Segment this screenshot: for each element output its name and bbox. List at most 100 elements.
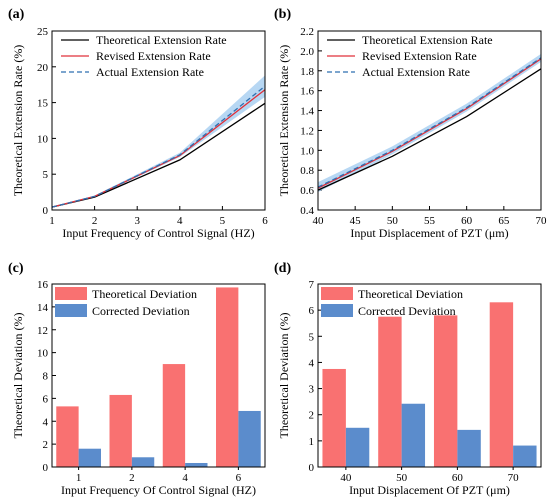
y-axis-label: Theoretical Extension Rate (%) bbox=[11, 45, 25, 197]
y-tick-label: 0.4 bbox=[300, 205, 314, 217]
y-tick-label: 2.0 bbox=[300, 46, 314, 58]
y-tick-label: 0.6 bbox=[300, 185, 314, 197]
bar-corrected bbox=[78, 448, 101, 467]
bar-theoretical bbox=[378, 316, 402, 467]
y-tick-label: 3 bbox=[309, 384, 315, 396]
x-tick-label: 4 bbox=[177, 215, 183, 227]
x-tick-label: 6 bbox=[262, 215, 268, 227]
panel-label: (c) bbox=[8, 261, 24, 276]
x-tick-label: 60 bbox=[461, 215, 473, 227]
panel-label: (a) bbox=[8, 7, 25, 22]
y-tick-label: 20 bbox=[37, 62, 49, 74]
plot-frame bbox=[51, 30, 266, 211]
x-tick-label: 50 bbox=[396, 472, 408, 484]
panel-b: (b) 0.4 0.6 0.8 1.0 1.2 1.4 1.6 1.8 2.0 2.2 Theoret… bbox=[274, 7, 547, 240]
y-tick-label: 1.6 bbox=[300, 86, 314, 98]
legend-label: Theoretical Deviation bbox=[92, 287, 197, 301]
x-axis-label: Input Frequency of Control Signal (HZ) bbox=[62, 226, 254, 240]
plot-frame bbox=[317, 283, 542, 468]
x-tick-label: 70 bbox=[508, 472, 520, 484]
panel-d: (d) 0 1 2 3 4 5 6 7 Theoretical Deviation (%) Inpu… bbox=[274, 261, 542, 497]
x-tick-label: 40 bbox=[313, 215, 325, 227]
y-tick-label: 14 bbox=[37, 302, 49, 314]
bar-corrected bbox=[457, 429, 481, 467]
x-tick-label: 5 bbox=[220, 215, 226, 227]
bar-corrected bbox=[345, 427, 370, 467]
x-tick-label: 40 bbox=[340, 472, 352, 484]
legend-swatch bbox=[321, 304, 353, 317]
legend-label: Actual Extension Rate bbox=[96, 65, 204, 79]
y-tick-label: 2.2 bbox=[300, 26, 314, 38]
x-axis-label: Input Displacement Of PZT (μm) bbox=[349, 483, 510, 497]
legend-label: Actual Extension Rate bbox=[362, 65, 470, 79]
x-tick-label: 1 bbox=[49, 215, 55, 227]
bar-theoretical bbox=[216, 287, 239, 467]
series-line-3 bbox=[317, 57, 542, 188]
bar-theoretical bbox=[433, 315, 458, 467]
y-tick-label: 1.8 bbox=[300, 66, 314, 78]
bar-theoretical bbox=[109, 394, 132, 467]
y-tick-label: 0 bbox=[309, 462, 315, 474]
x-tick-label: 70 bbox=[536, 215, 548, 227]
bar-theoretical bbox=[162, 364, 186, 467]
y-tick-label: 0.8 bbox=[300, 165, 314, 177]
y-tick-label: 2 bbox=[309, 410, 315, 422]
y-tick-label: 0 bbox=[43, 205, 49, 217]
bar-corrected bbox=[131, 457, 155, 467]
y-tick-label: 12 bbox=[37, 325, 48, 337]
legend-label: Revised Extension Rate bbox=[96, 49, 211, 63]
y-tick-label: 10 bbox=[37, 348, 49, 360]
bar-theoretical bbox=[322, 368, 346, 467]
y-tick-label: 5 bbox=[309, 331, 315, 343]
x-tick-label: 6 bbox=[236, 472, 242, 484]
bar-corrected bbox=[401, 403, 426, 467]
y-tick-label: 5 bbox=[43, 169, 49, 181]
y-tick-label: 25 bbox=[37, 26, 49, 38]
x-axis-label: Input Frequency Of Control Signal (HZ) bbox=[61, 483, 256, 497]
confidence-band bbox=[318, 53, 541, 193]
x-tick-label: 3 bbox=[134, 215, 140, 227]
legend-label: Theoretical Deviation bbox=[358, 287, 463, 301]
y-tick-label: 6 bbox=[43, 393, 49, 405]
x-tick-label: 1 bbox=[76, 472, 82, 484]
panel-label: (b) bbox=[274, 7, 291, 22]
legend-swatch bbox=[55, 287, 87, 300]
y-tick-label: 10 bbox=[37, 133, 49, 145]
plot-frame bbox=[51, 283, 266, 468]
x-tick-label: 2 bbox=[92, 215, 98, 227]
y-tick-label: 6 bbox=[309, 305, 315, 317]
legend-label: Corrected Deviation bbox=[358, 304, 456, 318]
x-tick-label: 45 bbox=[350, 215, 362, 227]
series-line-3 bbox=[51, 85, 266, 208]
x-tick-label: 55 bbox=[424, 215, 436, 227]
y-tick-label: 1.4 bbox=[300, 106, 314, 118]
legend-label: Theoretical Extension Rate bbox=[362, 33, 493, 47]
bar-corrected bbox=[513, 445, 537, 467]
y-tick-label: 8 bbox=[43, 371, 49, 383]
y-tick-label: 1.0 bbox=[300, 145, 314, 157]
series-line-1 bbox=[317, 68, 542, 191]
y-tick-label: 1.2 bbox=[300, 125, 314, 137]
y-tick-label: 4 bbox=[309, 357, 315, 369]
y-tick-label: 0 bbox=[43, 462, 49, 474]
y-axis-label: Theoretical Deviation (%) bbox=[277, 313, 291, 439]
y-tick-label: 1 bbox=[309, 436, 315, 448]
confidence-band bbox=[52, 75, 265, 208]
y-axis-label: Theoretical Extension Rate (%) bbox=[277, 45, 291, 197]
y-tick-label: 16 bbox=[37, 279, 49, 291]
panel-label: (d) bbox=[274, 261, 291, 276]
series-line-2 bbox=[317, 58, 542, 189]
x-tick-label: 65 bbox=[498, 215, 510, 227]
y-axis-label: Theoretical Deviation (%) bbox=[11, 313, 25, 439]
bar-corrected bbox=[185, 462, 208, 467]
legend-swatch bbox=[55, 304, 87, 317]
legend-swatch bbox=[321, 287, 353, 300]
legend-label: Revised Extension Rate bbox=[362, 49, 477, 63]
bar-theoretical bbox=[56, 406, 79, 467]
x-tick-label: 2 bbox=[129, 472, 135, 484]
y-tick-label: 7 bbox=[309, 279, 315, 291]
y-tick-label: 4 bbox=[43, 416, 49, 428]
